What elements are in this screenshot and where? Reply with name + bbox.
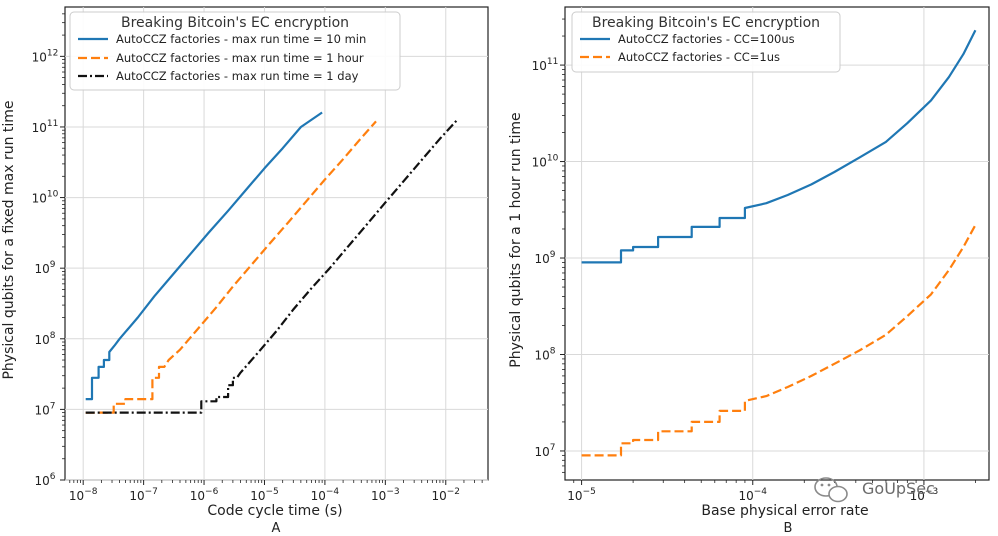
y-tick-label: 106 [34, 472, 55, 488]
chart-b-ticks: 10−5 10−4 10−3 107 108 109 1010 1011 [532, 18, 976, 503]
chart-a-series [85, 111, 459, 414]
chart-b-frame [564, 6, 990, 481]
x-tick-label: 10−7 [129, 487, 158, 503]
chart-panel-a: 10−8 10−7 10−6 10−5 10−4 10−3 10−2 106 107 108 109… [1, 6, 489, 536]
y-tick-label: 109 [534, 250, 555, 266]
series-line-1 [581, 29, 977, 264]
y-tick-label: 107 [534, 443, 555, 459]
chart-b-panel-letter: B [784, 521, 793, 536]
series-line-2 [581, 224, 977, 457]
chart-a-y-axis-label: Physical qubits for a fixed max run time [1, 100, 17, 379]
y-tick-label: 107 [34, 401, 55, 417]
x-tick-label: 10−3 [910, 487, 939, 503]
chart-b-series [581, 29, 977, 457]
legend-label-2: AutoCCZ factories - CC=1us [618, 50, 780, 64]
y-tick-label: 108 [34, 331, 55, 347]
chart-a-x-axis-label: Code cycle time (s) [207, 503, 342, 519]
chart-a-ticks: 10−8 10−7 10−6 10−5 10−4 10−3 10−2 106 107 108 109… [32, 13, 483, 503]
x-tick-label: 10−5 [250, 487, 279, 503]
legend-label-2: AutoCCZ factories - max run time = 1 hou… [116, 51, 364, 65]
watermark-text: GoUpSec [862, 479, 935, 498]
legend-label-1: AutoCCZ factories - max run time = 10 mi… [116, 32, 366, 46]
legend-label-3: AutoCCZ factories - max run time = 1 day [116, 69, 359, 83]
chart-b-legend: Breaking Bitcoin's EC encryptionAutoCCZ … [571, 11, 841, 73]
legend-title: Breaking Bitcoin's EC encryption [592, 15, 820, 31]
y-tick-label: 1011 [532, 57, 559, 73]
y-tick-label: 109 [34, 260, 55, 276]
chart-b-y-axis-label: Physical qubits for a 1 hour run time [508, 112, 524, 367]
chart-a-panel-letter: A [272, 521, 281, 536]
chart-panel-b: 10−5 10−4 10−3 107 108 109 1010 1011 Base physi… [508, 6, 990, 536]
chart-b-grid [565, 7, 989, 480]
watermark: GoUpSec [814, 477, 935, 503]
legend-box [69, 11, 401, 91]
x-tick-label: 10−5 [567, 487, 596, 503]
legend-box [571, 11, 841, 73]
y-tick-label: 108 [534, 346, 555, 362]
x-tick-label: 10−2 [431, 487, 460, 503]
chart-a-legend: Breaking Bitcoin's EC encryptionAutoCCZ … [69, 11, 401, 91]
x-tick-label: 10−6 [190, 487, 219, 503]
y-tick-label: 1011 [32, 119, 59, 135]
wechat-logo-icon [814, 477, 848, 503]
x-tick-label: 10−8 [69, 487, 98, 503]
x-tick-label: 10−4 [311, 487, 340, 503]
series-line-3 [85, 118, 459, 414]
y-tick-label: 1012 [32, 48, 59, 64]
series-line-2 [85, 120, 377, 414]
legend-label-1: AutoCCZ factories - CC=100us [618, 32, 795, 46]
legend-title: Breaking Bitcoin's EC encryption [121, 15, 349, 31]
chart-b-x-axis-label: Base physical error rate [701, 503, 868, 519]
x-tick-label: 10−4 [738, 487, 767, 503]
y-tick-label: 1010 [532, 154, 559, 170]
y-tick-label: 1010 [32, 190, 59, 206]
x-tick-label: 10−3 [371, 487, 400, 503]
series-line-1 [85, 111, 323, 401]
